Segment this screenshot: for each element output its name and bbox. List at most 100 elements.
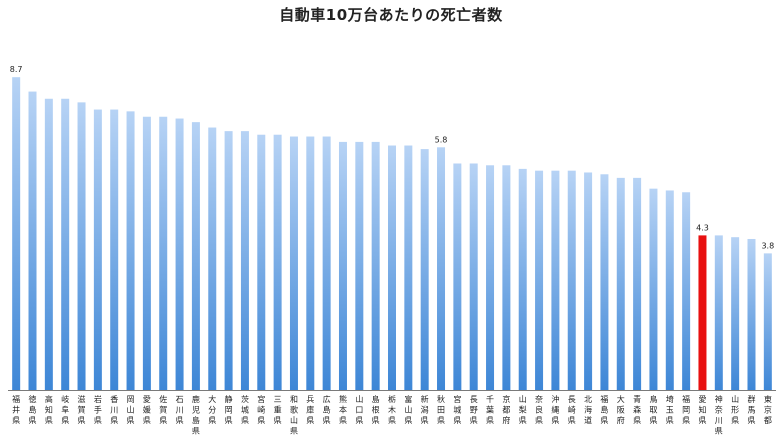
x-tick-label: 大阪府 bbox=[617, 394, 625, 425]
x-tick-label: 栃木県 bbox=[388, 394, 396, 425]
data-label-東京都: 3.8 bbox=[761, 241, 774, 250]
bar-三重県 bbox=[273, 134, 282, 390]
bar-鳥取県 bbox=[649, 188, 658, 390]
bar-熊本県 bbox=[338, 141, 347, 390]
bar-佐賀県 bbox=[159, 116, 168, 391]
data-labels: 8.7 5.8 4.3 3.8 bbox=[10, 65, 774, 250]
data-label-愛知県: 4.3 bbox=[696, 223, 709, 232]
bar-奈良県 bbox=[535, 170, 544, 390]
x-tick-label: 高知県 bbox=[45, 394, 53, 425]
x-tick-label: 宮崎県 bbox=[257, 394, 265, 425]
bar-広島県 bbox=[322, 136, 331, 390]
x-tick-label: 青森県 bbox=[633, 394, 641, 425]
x-tick-label: 鳥取県 bbox=[649, 394, 657, 425]
bar-兵庫県 bbox=[306, 136, 315, 390]
bar-山形県 bbox=[731, 237, 740, 390]
x-tick-label: 奈良県 bbox=[535, 394, 543, 425]
bars-group bbox=[12, 77, 772, 391]
chart-title: 自動車10万台あたりの死亡者数 bbox=[279, 6, 503, 24]
x-tick-label: 神奈川県 bbox=[715, 394, 723, 436]
bar-沖縄県 bbox=[551, 170, 560, 390]
x-tick-label: 福島県 bbox=[600, 395, 608, 425]
bar-山梨県 bbox=[518, 168, 527, 390]
bar-大阪府 bbox=[616, 177, 625, 390]
x-tick-label: 京都府 bbox=[502, 394, 510, 425]
bar-静岡県 bbox=[224, 131, 233, 390]
bar-岡山県 bbox=[126, 111, 135, 390]
x-tick-label: 熊本県 bbox=[339, 394, 347, 425]
x-tick-label: 島根県 bbox=[372, 394, 380, 425]
x-tick-label: 福井県 bbox=[12, 395, 20, 425]
bar-秋田県 bbox=[437, 147, 446, 390]
x-tick-label: 愛知県 bbox=[698, 394, 706, 425]
bar-北海道 bbox=[584, 172, 593, 390]
x-tick-label: 山梨県 bbox=[519, 394, 527, 425]
bar-岐阜県 bbox=[61, 98, 70, 390]
bar-愛媛県 bbox=[142, 116, 151, 391]
bar-高知県 bbox=[44, 98, 53, 390]
x-tick-label: 長崎県 bbox=[568, 395, 576, 425]
x-tick-label: 香川県 bbox=[110, 394, 118, 425]
bar-滋賀県 bbox=[77, 102, 86, 391]
x-tick-label: 滋賀県 bbox=[78, 394, 86, 425]
bar-埼玉県 bbox=[665, 190, 674, 390]
x-tick-label: 兵庫県 bbox=[306, 394, 314, 425]
bar-宮城県 bbox=[453, 163, 462, 390]
x-tick-label: 和歌山県 bbox=[290, 395, 298, 436]
x-tick-label: 宮城県 bbox=[453, 394, 461, 425]
data-label-秋田県: 5.8 bbox=[435, 135, 448, 144]
x-tick-label: 静岡県 bbox=[225, 394, 233, 425]
bar-香川県 bbox=[110, 109, 119, 391]
bar-栃木県 bbox=[388, 145, 396, 390]
bar-群馬県 bbox=[747, 238, 756, 390]
bar-長野県 bbox=[469, 163, 478, 390]
bar-福岡県 bbox=[682, 192, 691, 390]
bar-宮崎県 bbox=[257, 134, 266, 390]
x-tick-label: 愛媛県 bbox=[143, 394, 151, 425]
bar-長崎県 bbox=[567, 170, 576, 390]
x-tick-label: 沖縄県 bbox=[551, 394, 559, 425]
bar-神奈川県 bbox=[714, 235, 723, 390]
x-tick-label: 三重県 bbox=[274, 395, 282, 425]
bar-石川県 bbox=[175, 118, 184, 390]
bar-岩手県 bbox=[93, 109, 102, 391]
x-tick-label: 富山県 bbox=[404, 394, 412, 425]
x-tick-label: 大分県 bbox=[208, 394, 216, 425]
bar-愛知県 bbox=[698, 235, 707, 390]
bar-山口県 bbox=[355, 141, 364, 390]
data-label-福井県: 8.7 bbox=[10, 65, 23, 74]
x-tick-label: 東京都 bbox=[764, 394, 772, 425]
bar-福島県 bbox=[600, 174, 609, 390]
bar-東京都 bbox=[763, 253, 772, 390]
x-tick-label: 新潟県 bbox=[421, 394, 429, 425]
bar-新潟県 bbox=[420, 149, 429, 390]
x-tick-label: 広島県 bbox=[323, 394, 331, 425]
bar-富山県 bbox=[404, 145, 413, 390]
bar-青森県 bbox=[633, 177, 642, 390]
x-tick-label: 石川県 bbox=[176, 395, 184, 425]
x-tick-label: 埼玉県 bbox=[666, 394, 674, 425]
bar-島根県 bbox=[371, 141, 380, 390]
x-tick-label: 群馬県 bbox=[747, 394, 755, 425]
bar-茨城県 bbox=[240, 131, 249, 390]
bar-和歌山県 bbox=[289, 136, 298, 390]
bar-福井県 bbox=[12, 77, 21, 390]
bar-千葉県 bbox=[486, 165, 495, 390]
x-tick-label: 佐賀県 bbox=[159, 394, 167, 425]
x-tick-label: 鹿児島県 bbox=[192, 394, 200, 436]
x-tick-label: 福岡県 bbox=[682, 395, 690, 425]
bar-大分県 bbox=[208, 127, 217, 390]
bar-京都府 bbox=[502, 165, 511, 390]
x-tick-label: 千葉県 bbox=[486, 394, 494, 425]
bar-徳島県 bbox=[28, 91, 37, 390]
x-tick-label: 山形県 bbox=[731, 394, 739, 425]
x-tick-label: 茨城県 bbox=[241, 394, 249, 425]
x-tick-label: 長野県 bbox=[470, 395, 478, 425]
x-tick-label: 岡山県 bbox=[127, 395, 135, 425]
x-tick-label: 山口県 bbox=[355, 394, 363, 425]
bar-鹿児島県 bbox=[191, 122, 200, 390]
x-tick-label: 岩手県 bbox=[94, 394, 102, 425]
